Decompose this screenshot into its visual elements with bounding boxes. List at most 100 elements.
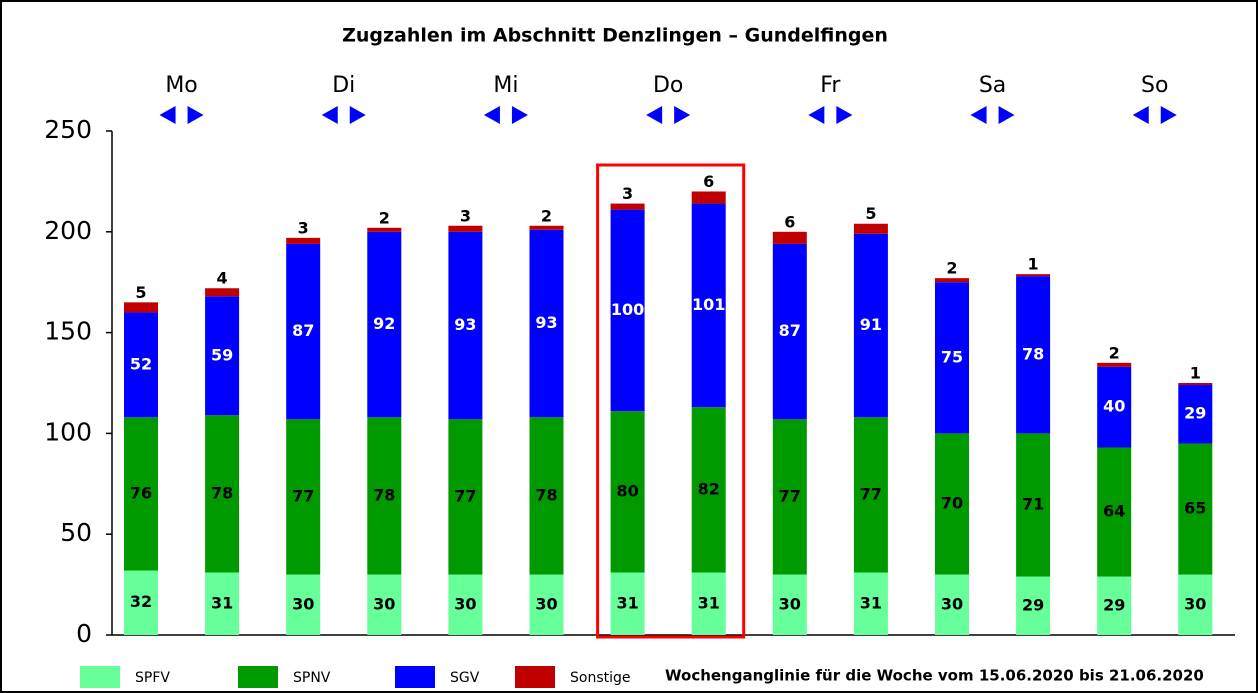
data-label: 31	[616, 593, 638, 612]
day-label: Mo	[165, 73, 197, 98]
data-label: 40	[1103, 397, 1125, 416]
data-label: 2	[379, 208, 390, 227]
data-label: 1	[1190, 364, 1201, 383]
bar-segment	[448, 225, 483, 232]
note: Wochenganglinie für die Woche vom 15.06.…	[665, 667, 1204, 685]
data-label: 77	[292, 486, 314, 505]
legend-swatch	[515, 666, 555, 688]
data-label: 71	[1022, 494, 1044, 513]
data-label: 32	[130, 592, 152, 611]
data-label: 87	[779, 321, 801, 340]
bar-segment	[1016, 576, 1051, 635]
data-label: 30	[535, 594, 557, 613]
legend-swatch	[238, 666, 278, 688]
bar-segment	[529, 229, 564, 418]
bar-segment	[610, 203, 645, 210]
data-label: 78	[1022, 344, 1044, 363]
bar-segment	[205, 415, 240, 573]
data-label: 3	[622, 184, 633, 203]
legend-swatch	[80, 666, 120, 688]
highlight-box	[596, 163, 746, 639]
arrow-left	[321, 106, 338, 124]
arrow-right	[674, 106, 691, 124]
day-label: Do	[653, 73, 683, 98]
bar-segment	[1097, 576, 1132, 635]
data-label: 78	[373, 485, 395, 504]
data-label: 78	[211, 483, 233, 502]
bar-segment	[1016, 433, 1051, 577]
data-label: 5	[135, 283, 146, 302]
arrow-left	[159, 106, 176, 124]
legend-swatch	[395, 666, 435, 688]
bar-segment	[772, 574, 807, 635]
arrow-left	[483, 106, 500, 124]
bar-segment	[853, 417, 888, 573]
data-label: 82	[698, 479, 720, 498]
bar-segment	[205, 288, 240, 297]
data-label: 30	[1184, 594, 1206, 613]
legend-label: Sonstige	[570, 670, 631, 686]
data-label: 30	[779, 594, 801, 613]
bar-segment	[1016, 274, 1051, 277]
data-label: 31	[860, 593, 882, 612]
data-label: 76	[130, 483, 152, 502]
day-label: Sa	[979, 73, 1006, 98]
data-label: 59	[211, 345, 233, 364]
bar-segment	[286, 574, 321, 635]
data-label: 52	[130, 354, 152, 373]
data-label: 75	[941, 347, 963, 366]
bar-segment	[1178, 385, 1213, 444]
arrow-right	[1160, 106, 1177, 124]
data-label: 2	[541, 206, 552, 225]
bar-segment	[1178, 383, 1213, 386]
y-tick-label: 150	[44, 317, 92, 346]
bar-segment	[448, 574, 483, 635]
data-label: 77	[454, 486, 476, 505]
data-label: 5	[865, 204, 876, 223]
day-label: Di	[332, 73, 355, 98]
data-label: 30	[373, 594, 395, 613]
data-label: 3	[298, 218, 309, 237]
bar-segment	[448, 231, 483, 420]
day-label: Fr	[820, 73, 841, 98]
y-tick-label: 0	[76, 619, 92, 648]
bar-segment	[367, 417, 402, 575]
arrow-right	[187, 106, 204, 124]
bar-segment	[124, 417, 158, 571]
data-label: 92	[373, 314, 395, 333]
bar-segment	[610, 411, 645, 573]
arrow-left	[1132, 106, 1149, 124]
chart-title: Zugzahlen im Abschnitt Denzlingen – Gund…	[342, 25, 888, 47]
data-label: 2	[946, 259, 957, 278]
bar-segment	[772, 419, 807, 575]
arrow-right	[836, 106, 853, 124]
data-label: 101	[692, 295, 725, 314]
bar-segment	[1097, 362, 1132, 367]
arrow-right	[998, 106, 1015, 124]
legend-label: SPFV	[135, 670, 170, 686]
bar-segment	[124, 312, 158, 418]
data-label: 3	[460, 206, 471, 225]
y-tick-label: 250	[44, 115, 92, 144]
bar-segment	[286, 243, 321, 420]
bar-segment	[935, 433, 969, 575]
data-label: 80	[616, 481, 638, 500]
bar-segment	[529, 225, 564, 230]
data-label: 29	[1103, 595, 1125, 614]
bar-segment	[367, 574, 402, 635]
data-label: 6	[703, 172, 714, 191]
y-tick-label: 50	[60, 518, 92, 547]
bar-segment	[935, 574, 969, 635]
bar-segment	[1178, 443, 1213, 575]
bar-segment	[124, 302, 158, 313]
data-label: 64	[1103, 502, 1125, 521]
bar-segment	[691, 191, 726, 204]
bar-segment	[610, 209, 645, 412]
data-label: 30	[292, 594, 314, 613]
bar-segment	[935, 282, 969, 434]
data-label: 30	[454, 594, 476, 613]
data-label: 100	[611, 300, 644, 319]
bar-segment	[1097, 366, 1132, 448]
bar-segment	[286, 419, 321, 575]
